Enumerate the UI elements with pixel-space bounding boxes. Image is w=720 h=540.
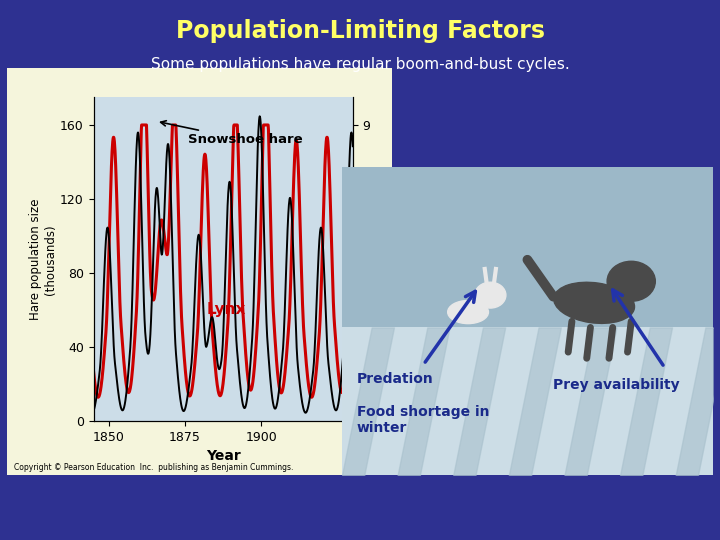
Text: Predation: Predation bbox=[357, 372, 433, 386]
X-axis label: Year: Year bbox=[206, 449, 240, 463]
Y-axis label: Lynx population size
(thousands): Lynx population size (thousands) bbox=[376, 199, 404, 319]
Text: Food shortage in
winter: Food shortage in winter bbox=[357, 405, 490, 435]
Text: Some populations have regular boom-and-bust cycles.: Some populations have regular boom-and-b… bbox=[150, 57, 570, 72]
Text: Lynx: Lynx bbox=[207, 302, 246, 317]
Text: Copyright © Pearson Education  Inc.  publishing as Benjamin Cummings.: Copyright © Pearson Education Inc. publi… bbox=[14, 463, 294, 472]
Y-axis label: Hare population size
(thousands): Hare population size (thousands) bbox=[30, 199, 58, 320]
Circle shape bbox=[474, 282, 506, 308]
Ellipse shape bbox=[448, 301, 488, 323]
Ellipse shape bbox=[554, 282, 634, 323]
Bar bbox=[342, 167, 713, 358]
Circle shape bbox=[607, 261, 655, 301]
Text: Population-Limiting Factors: Population-Limiting Factors bbox=[176, 19, 544, 43]
Bar bbox=[342, 327, 713, 475]
Text: Snowshoe hare: Snowshoe hare bbox=[161, 121, 302, 146]
Text: Prey availability: Prey availability bbox=[554, 378, 680, 392]
